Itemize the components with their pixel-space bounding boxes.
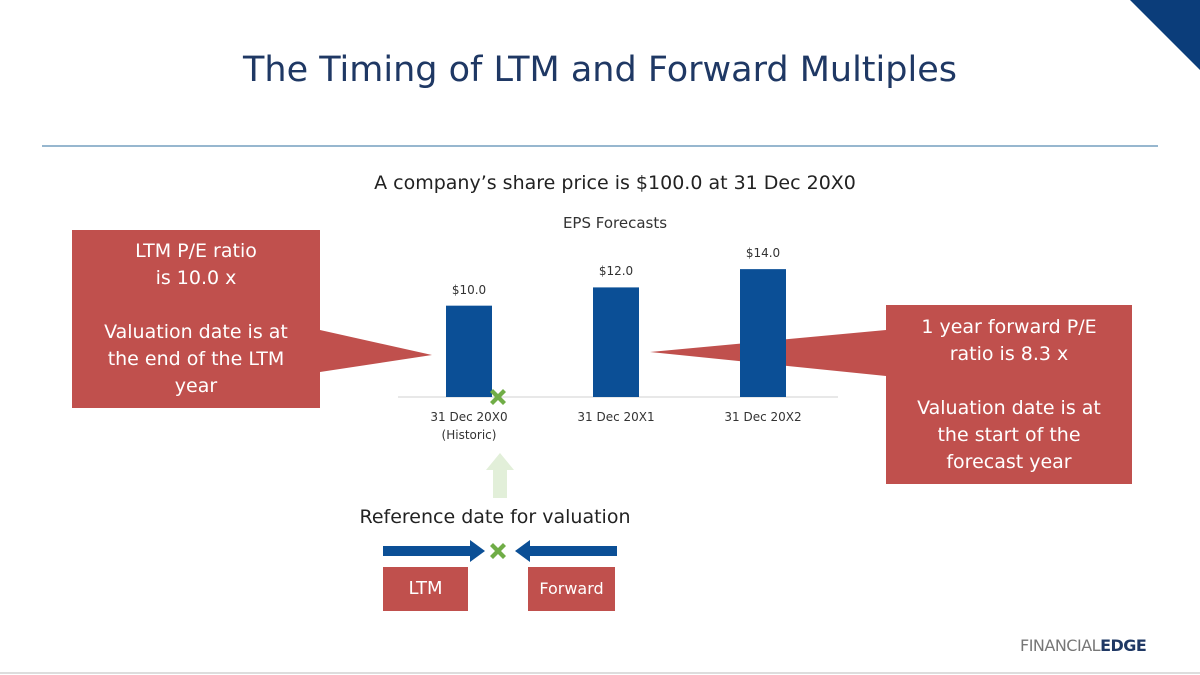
bar xyxy=(593,287,639,397)
marker-x xyxy=(490,389,506,405)
title: The Timing of LTM and Forward Multiples xyxy=(243,50,957,90)
callout-pointer xyxy=(320,330,432,372)
callout-text: 1 year forward P/E ratio is 8.3 x xyxy=(921,315,1097,365)
bars xyxy=(446,269,786,397)
bar xyxy=(446,305,492,397)
x-tick-label: 31 Dec 20X1 xyxy=(577,410,655,424)
value-label: $10.0 xyxy=(451,282,487,297)
x-tick-label: 31 Dec 20X2 xyxy=(724,410,802,424)
x-tick-label: 31 Dec 20X0 (Historic) xyxy=(430,410,508,442)
left-arrow xyxy=(515,540,617,562)
up-arrow xyxy=(486,453,514,498)
subtitle: A company’s share price is $100.0 at 31 … xyxy=(374,172,856,194)
marker-x xyxy=(490,543,506,559)
corner-accent xyxy=(1130,0,1200,70)
logo-text: FINANCIAL xyxy=(1020,636,1101,655)
callout-text: Valuation date is at the end of the LTM … xyxy=(104,321,288,397)
forward-callout: 1 year forward P/E ratio is 8.3 x Valuat… xyxy=(886,305,1132,484)
logo-text: EDGE xyxy=(1100,636,1147,655)
reference-label: Reference date for valuation xyxy=(359,506,631,528)
chart-title: EPS Forecasts xyxy=(562,214,668,232)
callout-text: Valuation date is at the start of the fo… xyxy=(917,396,1101,473)
value-label: $14.0 xyxy=(745,246,781,261)
ltm-box: LTM xyxy=(383,567,468,611)
bar xyxy=(740,269,786,397)
callout-text: LTM P/E ratio is 10.0 x xyxy=(135,240,257,289)
logo: FINANCIALEDGE xyxy=(1020,636,1147,655)
right-arrow xyxy=(383,540,485,562)
ltm-callout: LTM P/E ratio is 10.0 x Valuation date i… xyxy=(72,230,320,408)
value-label: $12.0 xyxy=(598,264,634,279)
forward-box: Forward xyxy=(528,567,615,611)
